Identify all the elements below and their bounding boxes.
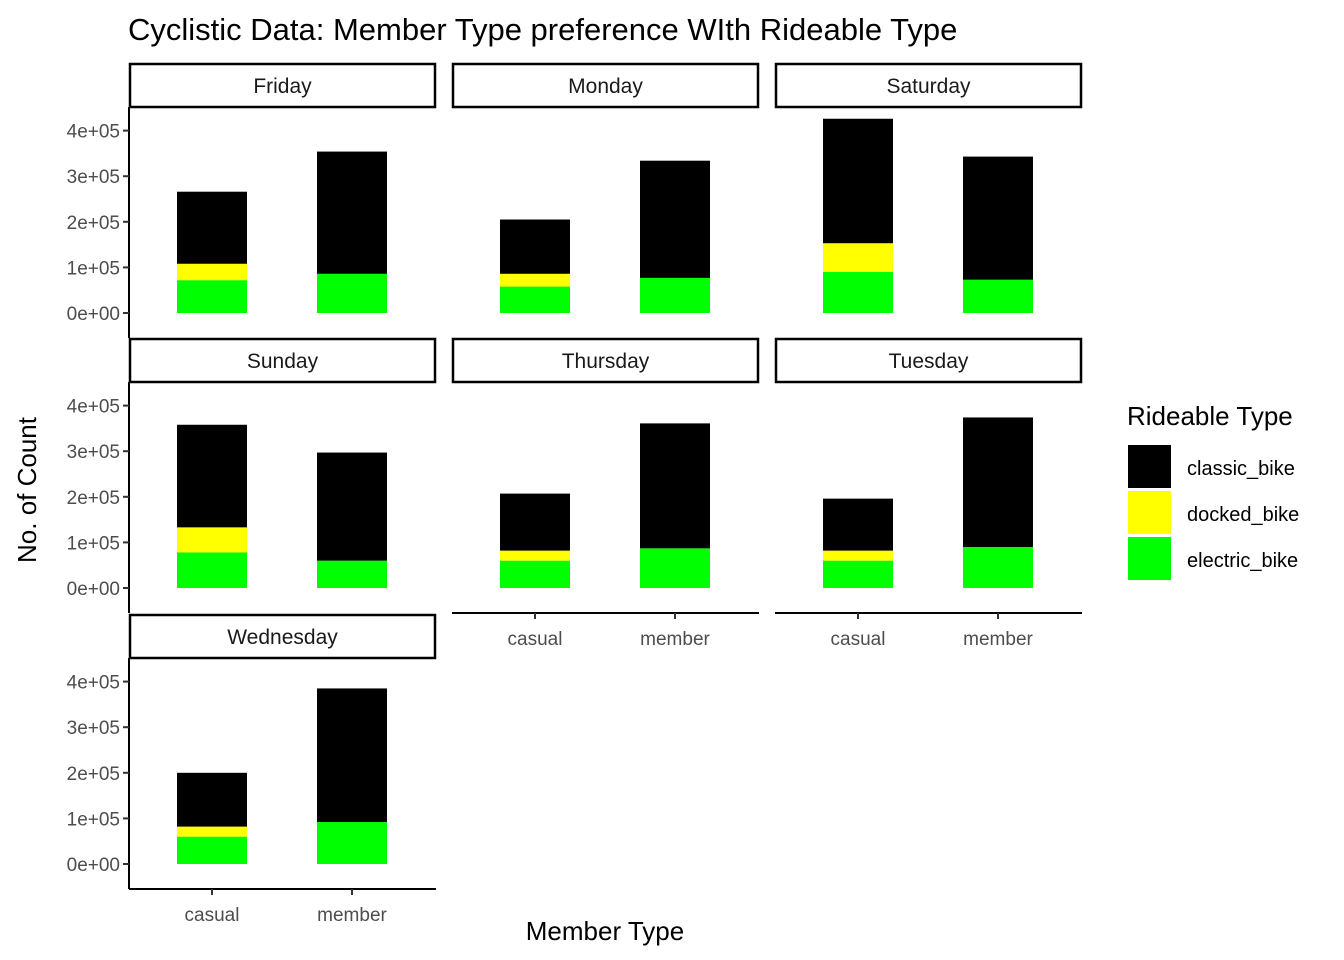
bar-electric-bike-casual <box>177 280 247 313</box>
bar-electric-bike-casual <box>500 286 570 313</box>
y-tick-label: 3e+05 <box>67 167 120 188</box>
facet-label: Thursday <box>562 350 650 373</box>
bar-classic-bike-member <box>640 423 710 549</box>
bar-classic-bike-member <box>317 688 387 823</box>
bar-docked-bike-casual <box>177 826 247 837</box>
facet-wednesday: Wednesday 0e+00 1e+05 2e+05 3e+05 4e+05 casual… <box>67 613 437 926</box>
x-tick-label-member: member <box>640 629 710 650</box>
y-tick-label: 4e+05 <box>67 673 120 694</box>
bar-docked-bike-casual <box>177 527 247 553</box>
y-tick-label: 3e+05 <box>67 718 120 739</box>
facet-label: Saturday <box>886 75 971 98</box>
facet-label: Sunday <box>247 350 319 373</box>
x-tick-label-casual: casual <box>831 629 886 650</box>
bar-docked-bike-casual <box>177 263 247 281</box>
facet-strip <box>128 62 437 109</box>
x-tick-label-member: member <box>963 629 1033 650</box>
bar-classic-bike-casual <box>177 424 247 528</box>
facet-saturday: Saturday <box>774 62 1083 313</box>
bar-docked-bike-casual <box>823 243 893 272</box>
facet-monday: Monday <box>451 62 760 313</box>
facet-friday: Friday 0e+00 1e+05 2e+05 3e+05 4e+05 <box>67 62 437 338</box>
facet-panels: Friday 0e+00 1e+05 2e+05 3e+05 4e+05 Monday Sat… <box>67 62 1083 926</box>
y-tick-label: 4e+05 <box>67 397 120 418</box>
bar-electric-bike-casual <box>823 271 893 313</box>
bar-classic-bike-member <box>963 156 1033 280</box>
bar-electric-bike-casual <box>823 560 893 588</box>
facet-thursday: Thursday casual member <box>451 337 760 650</box>
y-tick-label: 3e+05 <box>67 442 120 463</box>
facet-strip <box>128 337 437 384</box>
facet-label: Wednesday <box>227 626 338 649</box>
bar-electric-bike-member <box>317 560 387 588</box>
legend-label-classic-bike: classic_bike <box>1187 458 1295 480</box>
y-tick-label: 2e+05 <box>67 764 120 785</box>
bar-classic-bike-casual <box>823 118 893 244</box>
bar-electric-bike-casual <box>177 836 247 864</box>
x-tick-label-casual: casual <box>508 629 563 650</box>
bar-docked-bike-casual <box>823 550 893 561</box>
y-tick-label: 2e+05 <box>67 488 120 509</box>
bar-electric-bike-member <box>963 546 1033 588</box>
y-tick-label: 0e+00 <box>67 855 120 876</box>
y-tick-label: 0e+00 <box>67 304 120 325</box>
x-tick-label-casual: casual <box>185 905 240 926</box>
legend-swatch-classic-bike <box>1128 445 1171 488</box>
facet-strip <box>774 62 1083 109</box>
legend-title: Rideable Type <box>1127 401 1293 431</box>
bar-classic-bike-casual <box>500 493 570 551</box>
bar-classic-bike-casual <box>177 772 247 827</box>
facet-tuesday: Tuesday casual member <box>774 337 1083 650</box>
bar-classic-bike-casual <box>823 498 893 551</box>
chart-title: Cyclistic Data: Member Type preference W… <box>128 12 957 47</box>
x-tick-label-member: member <box>317 905 387 926</box>
bar-electric-bike-member <box>640 277 710 313</box>
facet-label: Tuesday <box>889 350 969 373</box>
x-axis-title: Member Type <box>526 916 684 946</box>
facet-strip <box>451 337 760 384</box>
y-tick-label: 1e+05 <box>67 809 120 830</box>
y-tick-label: 1e+05 <box>67 258 120 279</box>
bar-electric-bike-member <box>640 548 710 588</box>
y-axis-title: No. of Count <box>12 416 42 563</box>
facet-sunday: Sunday 0e+00 1e+05 2e+05 3e+05 4e+05 <box>67 337 437 613</box>
y-tick-label: 2e+05 <box>67 213 120 234</box>
facet-label: Monday <box>568 75 643 98</box>
y-tick-label: 4e+05 <box>67 122 120 143</box>
legend-swatch-docked-bike <box>1128 491 1171 534</box>
bar-electric-bike-member <box>963 279 1033 313</box>
legend-label-docked-bike: docked_bike <box>1187 504 1299 526</box>
bar-electric-bike-casual <box>500 560 570 588</box>
bar-electric-bike-casual <box>177 552 247 588</box>
bar-classic-bike-member <box>317 151 387 274</box>
y-tick-label: 0e+00 <box>67 579 120 600</box>
bar-classic-bike-casual <box>500 219 570 274</box>
bar-electric-bike-member <box>317 273 387 313</box>
bar-classic-bike-member <box>640 160 710 278</box>
legend: Rideable Type classic_bike docked_bikeele… <box>1127 401 1299 580</box>
legend-swatch-electric-bike <box>1128 537 1171 580</box>
legend-label-electric-bike: electric_bike <box>1187 550 1298 572</box>
bar-classic-bike-member <box>317 452 387 561</box>
bar-docked-bike-casual <box>500 273 570 287</box>
facet-label: Friday <box>253 75 312 98</box>
facet-strip <box>128 613 437 660</box>
y-tick-label: 1e+05 <box>67 533 120 554</box>
facet-strip <box>451 62 760 109</box>
facet-strip <box>774 337 1083 384</box>
bar-electric-bike-member <box>317 822 387 864</box>
bar-docked-bike-casual <box>500 550 570 561</box>
bar-classic-bike-member <box>963 417 1033 547</box>
bar-classic-bike-casual <box>177 191 247 264</box>
